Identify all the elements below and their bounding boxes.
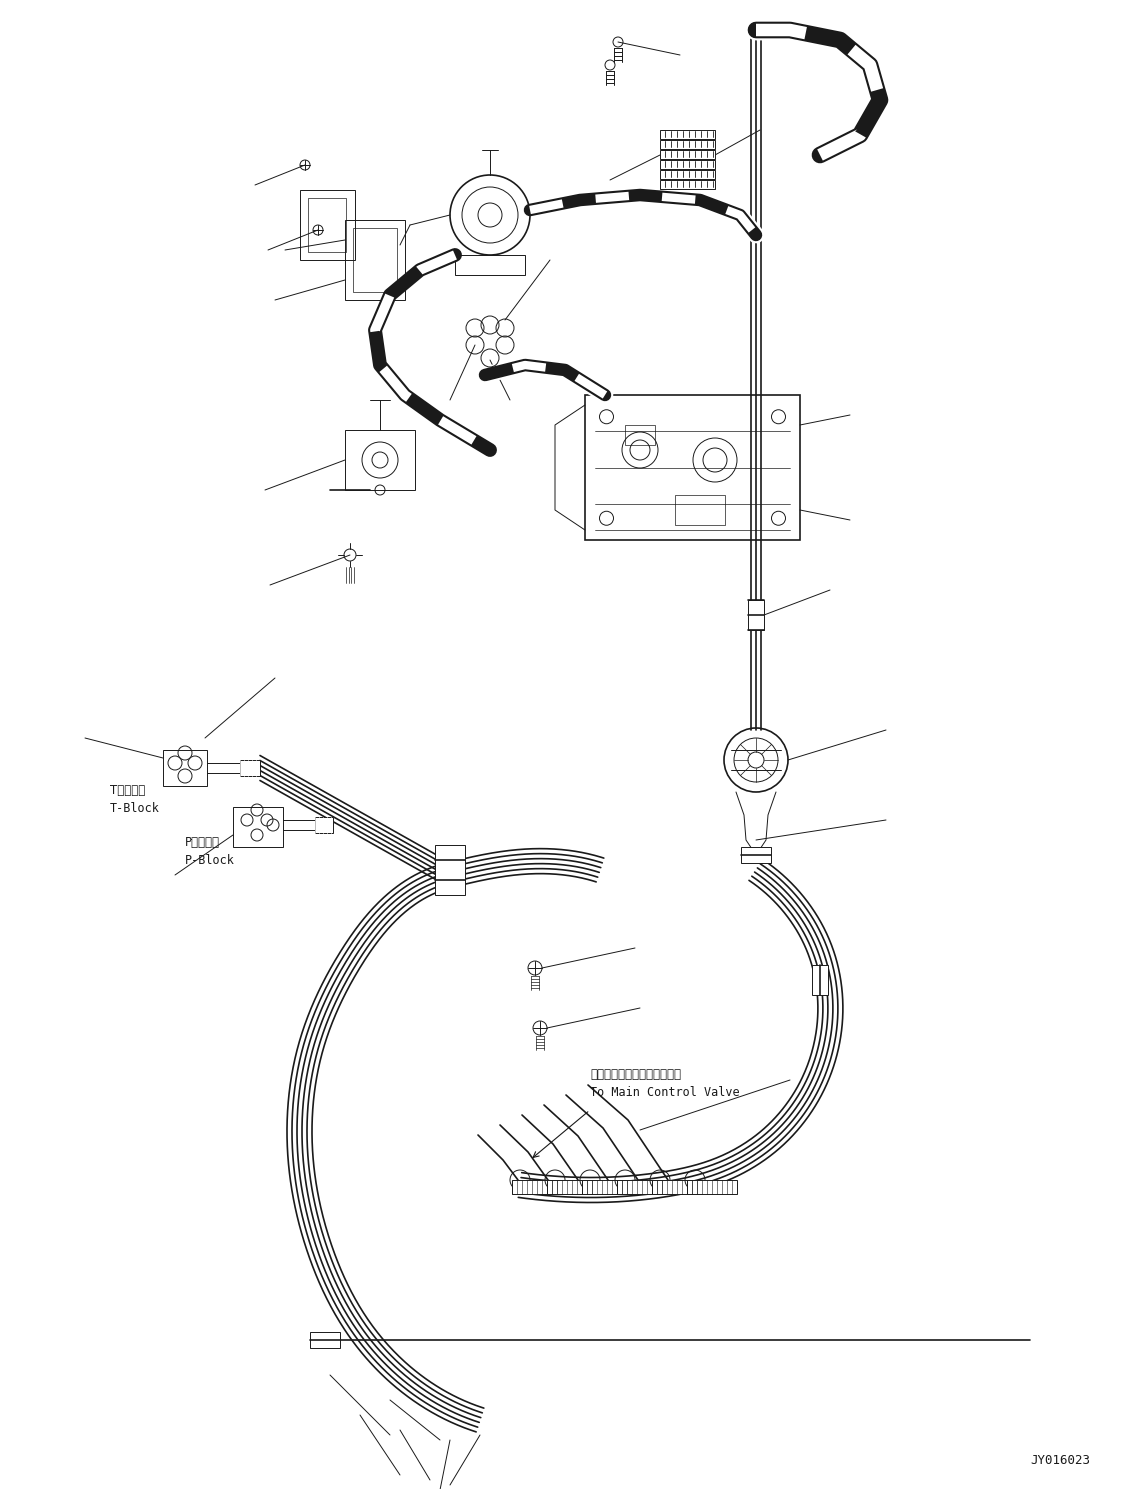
- Bar: [748, 600, 764, 630]
- Bar: [345, 220, 405, 299]
- Text: JY016023: JY016023: [1030, 1453, 1090, 1467]
- Bar: [353, 228, 397, 292]
- Bar: [676, 494, 725, 526]
- Bar: [435, 844, 465, 895]
- Bar: [240, 759, 259, 776]
- Bar: [547, 1179, 597, 1194]
- Text: P-Block: P-Block: [185, 853, 234, 867]
- Bar: [233, 807, 283, 847]
- Bar: [625, 424, 655, 445]
- Bar: [812, 965, 828, 995]
- Text: Tブロック: Tブロック: [110, 783, 145, 797]
- Text: メインコントロールバルブへ: メインコントロールバルブへ: [590, 1069, 681, 1081]
- Bar: [163, 750, 207, 786]
- Bar: [617, 1179, 668, 1194]
- Text: To Main Control Valve: To Main Control Valve: [590, 1085, 740, 1099]
- Bar: [315, 817, 333, 832]
- Bar: [455, 255, 525, 275]
- Bar: [299, 191, 355, 261]
- Bar: [741, 847, 772, 864]
- Bar: [582, 1179, 632, 1194]
- Bar: [660, 140, 716, 149]
- Bar: [660, 150, 716, 159]
- Bar: [660, 159, 716, 168]
- Text: Pブロック: Pブロック: [185, 835, 219, 849]
- Bar: [652, 1179, 702, 1194]
- Bar: [687, 1179, 737, 1194]
- Bar: [310, 1333, 339, 1348]
- Text: T-Block: T-Block: [110, 801, 160, 814]
- Bar: [345, 430, 415, 490]
- Bar: [660, 180, 716, 189]
- Bar: [660, 170, 716, 179]
- Bar: [307, 198, 346, 252]
- Bar: [660, 130, 716, 138]
- Bar: [585, 395, 800, 541]
- Bar: [512, 1179, 562, 1194]
